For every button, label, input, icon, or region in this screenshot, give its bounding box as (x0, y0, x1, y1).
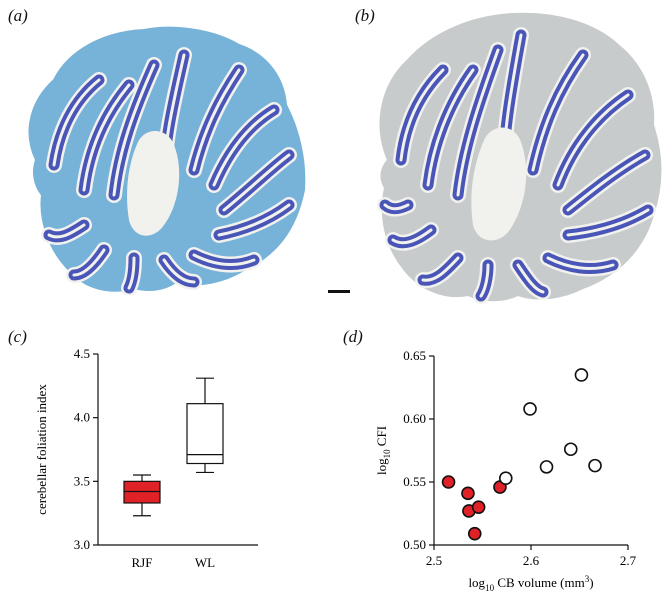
y-tick-label: 0.65 (403, 348, 426, 363)
point-rjf (441, 475, 456, 489)
white-matter-b (471, 127, 527, 241)
y-tick-label: 0.55 (403, 474, 426, 489)
foliation-index-box-plot: 3.0 3.5 4.0 4.5 RJF WL cerebellar foliation … (34, 346, 258, 570)
panel-label-c: (c) (8, 327, 27, 346)
y-tick-label: 3.5 (74, 473, 90, 488)
x-tick-label: 2.5 (426, 553, 442, 568)
point-wl (588, 458, 602, 473)
scale-bar (328, 290, 350, 293)
panel-label-b: (b) (355, 6, 375, 25)
y-tick-label: 4.0 (74, 410, 90, 425)
scatter-points (441, 368, 602, 541)
scatter-axes (433, 356, 628, 546)
y-tick-label: 0.50 (403, 537, 426, 552)
box-rjf (123, 474, 161, 517)
scatter-ticks: 0.50 0.55 0.60 0.65 2.5 2.6 2.7 (403, 348, 636, 568)
scatter-x-axis-label: log10 CB volume (mm3) (468, 574, 593, 593)
cerebellum-section-image-a (28, 26, 306, 295)
point-wl (523, 402, 537, 416)
category-label: WL (195, 555, 215, 570)
white-matter-a (127, 130, 180, 236)
x-label-end: ) (589, 575, 593, 590)
x-label-rest: CB volume (mm (494, 575, 585, 590)
x-label-sup: 3 (585, 574, 590, 584)
folia-bands-a (41, 47, 297, 295)
x-tick-label: 2.7 (620, 553, 637, 568)
point-rjf (467, 526, 482, 541)
box-plot-y-ticks: 3.0 3.5 4.0 4.5 (74, 346, 98, 552)
point-rjf (471, 500, 486, 514)
box-wl (186, 377, 224, 474)
point-wl (498, 471, 513, 486)
panel-label-d: (d) (343, 327, 363, 346)
y-label-sub: 10 (382, 449, 392, 459)
scatter-y-axis-label: log10 CFI (374, 426, 392, 475)
cfi-vs-volume-scatter: 0.500.550.600.652.5 2.6 2.7 log10 CB volum… (374, 348, 637, 593)
point-wl (574, 368, 589, 382)
box-plot-categories: RJF WL (132, 555, 216, 570)
point-rjf (461, 486, 475, 501)
box-plot-y-axis-label: cerebellar foliation index (34, 384, 49, 515)
x-label-sub: 10 (485, 583, 495, 593)
point-wl (563, 442, 578, 457)
cerebellum-section-image-b (377, 12, 662, 304)
box-iqr (186, 403, 224, 465)
y-label-log: log (374, 458, 389, 475)
y-tick-label: 4.5 (74, 346, 90, 361)
category-label: RJF (132, 555, 153, 570)
x-label-log: log (468, 575, 485, 590)
y-tick-label: 0.60 (403, 411, 426, 426)
point-wl (539, 460, 554, 474)
panel-label-a: (a) (8, 6, 28, 25)
x-tick-label: 2.6 (523, 553, 540, 568)
y-label-rest: CFI (374, 426, 389, 449)
box-plot-boxes (123, 377, 224, 517)
box-plot-axes (97, 354, 258, 546)
folia-bands-b (377, 27, 656, 304)
y-tick-label: 3.0 (74, 537, 90, 552)
box-iqr (123, 480, 161, 504)
